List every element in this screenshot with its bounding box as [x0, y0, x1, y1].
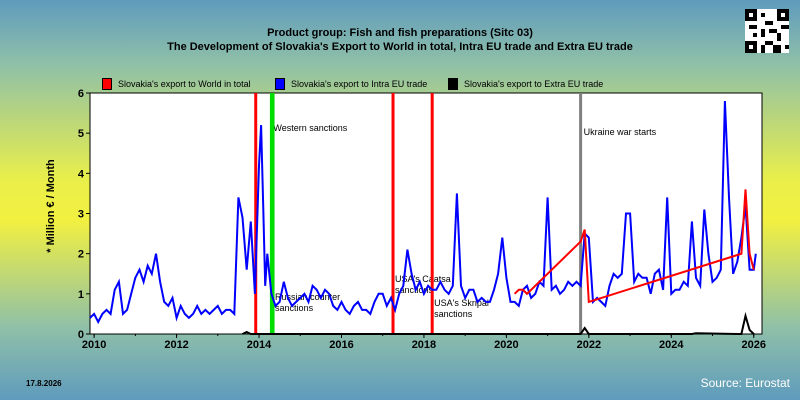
event-label: USA's Skripal [434, 298, 489, 308]
x-tick-label: 2018 [412, 339, 436, 351]
series-line [89, 100, 757, 325]
y-tick-label: 3 [78, 209, 84, 221]
series-line [513, 189, 755, 304]
series-line [242, 311, 755, 335]
legend-item-extra-eu: Slovakia's export to Extra EU trade [448, 78, 603, 90]
event-label: sanctions [434, 309, 473, 319]
y-tick-label: 1 [78, 289, 84, 301]
event-label: USA's Caatsa [395, 274, 451, 284]
event-label: sanctions [395, 285, 434, 295]
legend-swatch-extra-eu [448, 78, 458, 90]
y-tick-label: 2 [78, 249, 84, 261]
x-tick-label: 2022 [577, 339, 601, 351]
legend-label-extra-eu: Slovakia's export to Extra EU trade [464, 79, 604, 89]
qr-code-icon [745, 9, 789, 53]
x-tick-label: 2016 [329, 339, 353, 351]
event-label: Russian counter [275, 292, 340, 302]
y-tick-label: 0 [78, 329, 84, 341]
y-tick-label: 6 [78, 88, 84, 100]
chart-subtitle: The Development of Slovakia's Export to … [167, 41, 633, 53]
x-tick-label: 2010 [82, 339, 106, 351]
event-label: Ukraine war starts [584, 127, 657, 137]
source-label: Source: Eurostat [700, 376, 790, 390]
event-label: Western sanctions [273, 123, 347, 133]
legend-label-world: Slovakia's export to World in total [118, 79, 251, 89]
legend-label-intra-eu: Slovakia's export to Intra EU trade [291, 79, 428, 89]
legend-item-world: Slovakia's export to World in total [102, 78, 251, 90]
y-tick-label: 5 [78, 128, 84, 140]
x-tick-label: 2014 [247, 339, 272, 351]
event-label: sanctions [275, 303, 314, 313]
x-tick-label: 2026 [742, 339, 766, 351]
generation-date: 17.8.2026 [26, 379, 62, 388]
legend-item-intra-eu: Slovakia's export to Intra EU trade [275, 78, 427, 90]
y-tick-label: 4 [78, 168, 85, 180]
x-tick-label: 2012 [164, 339, 188, 351]
legend-swatch-world [102, 78, 112, 90]
x-tick-label: 2024 [659, 339, 684, 351]
legend-swatch-intra-eu [275, 78, 285, 90]
plot-area [89, 92, 763, 335]
x-tick-label: 2020 [494, 339, 518, 351]
chart-title: Product group: Fish and fish preparation… [267, 27, 533, 39]
